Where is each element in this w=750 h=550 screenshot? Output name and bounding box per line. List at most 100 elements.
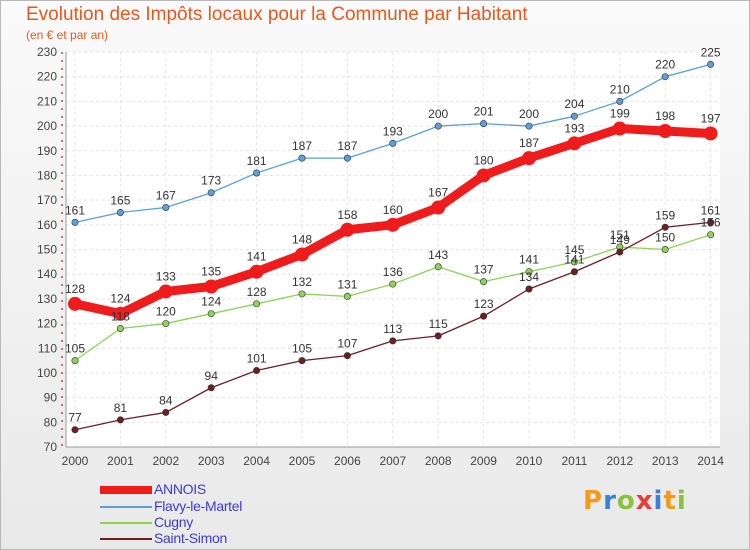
data-label: 105 bbox=[65, 342, 85, 356]
data-label: 167 bbox=[428, 186, 448, 200]
data-point bbox=[703, 126, 718, 141]
data-point bbox=[162, 204, 170, 212]
data-label: 141 bbox=[564, 253, 584, 267]
y-tick-label: 100 bbox=[37, 366, 57, 380]
data-point bbox=[162, 320, 170, 328]
y-tick-label: 130 bbox=[37, 292, 57, 306]
data-point bbox=[116, 324, 124, 332]
data-label: 156 bbox=[701, 216, 721, 230]
data-point bbox=[661, 223, 669, 231]
chart-series bbox=[68, 60, 718, 434]
data-label: 187 bbox=[337, 139, 357, 153]
legend-label-saint-simon: Saint-Simon bbox=[154, 530, 227, 546]
x-tick-label: 2011 bbox=[561, 454, 587, 468]
data-point bbox=[480, 120, 488, 128]
legend-swatch-annois bbox=[100, 486, 152, 494]
y-tick-label: 190 bbox=[37, 144, 57, 158]
data-point bbox=[116, 416, 124, 424]
data-point bbox=[385, 217, 400, 232]
data-point bbox=[570, 268, 578, 276]
legend-label-cugny: Cugny bbox=[154, 514, 193, 530]
logo-letter: i bbox=[653, 486, 664, 516]
x-tick-label: 2007 bbox=[379, 454, 406, 468]
data-point bbox=[389, 337, 397, 345]
data-label: 150 bbox=[655, 231, 675, 245]
data-point bbox=[71, 218, 79, 226]
data-label: 113 bbox=[383, 322, 402, 336]
data-point bbox=[570, 258, 578, 266]
legend-swatch-cugny bbox=[100, 522, 152, 524]
data-point bbox=[434, 122, 442, 130]
data-label: 115 bbox=[429, 317, 448, 331]
data-point bbox=[707, 218, 715, 226]
data-label: 158 bbox=[337, 208, 357, 222]
data-label: 143 bbox=[428, 248, 448, 262]
data-point bbox=[71, 357, 79, 365]
data-point bbox=[658, 124, 673, 138]
y-tick-label: 70 bbox=[44, 440, 58, 454]
data-point bbox=[707, 231, 715, 239]
data-label: 187 bbox=[519, 136, 539, 150]
logo-letter: o bbox=[616, 486, 636, 516]
data-point bbox=[525, 122, 533, 130]
data-point bbox=[480, 278, 488, 286]
data-label: 220 bbox=[655, 58, 675, 72]
data-label: 181 bbox=[247, 154, 267, 168]
legend-swatch-flavy-le-martel bbox=[100, 506, 152, 508]
chart-axes: 7080901001101201301401501601701801902002… bbox=[37, 45, 724, 468]
data-point bbox=[661, 73, 669, 81]
data-point bbox=[249, 264, 264, 279]
data-point bbox=[570, 112, 578, 120]
data-point bbox=[207, 189, 215, 197]
data-label: 187 bbox=[292, 139, 312, 153]
data-label: 84 bbox=[159, 393, 173, 407]
data-label: 145 bbox=[564, 243, 584, 257]
data-label: 141 bbox=[519, 253, 539, 267]
data-point bbox=[707, 60, 715, 68]
data-label: 198 bbox=[655, 109, 675, 123]
y-tick-label: 230 bbox=[37, 45, 57, 59]
data-label: 81 bbox=[114, 401, 128, 415]
data-label: 132 bbox=[292, 275, 312, 289]
data-label: 141 bbox=[247, 250, 267, 264]
data-label: 124 bbox=[201, 295, 221, 309]
data-point bbox=[616, 248, 624, 256]
data-point bbox=[298, 154, 306, 162]
legend-swatch-saint-simon bbox=[100, 538, 152, 540]
data-label: 173 bbox=[201, 174, 221, 188]
data-point bbox=[525, 268, 533, 276]
data-point bbox=[616, 97, 624, 105]
x-tick-label: 2009 bbox=[470, 454, 497, 468]
chart-title: Evolution des Impôts locaux pour la Comm… bbox=[26, 4, 528, 25]
data-label: 107 bbox=[337, 337, 357, 351]
data-label: 200 bbox=[519, 107, 539, 121]
y-tick-label: 120 bbox=[37, 317, 57, 331]
data-point bbox=[567, 136, 582, 151]
data-point bbox=[661, 246, 669, 254]
x-tick-label: 2006 bbox=[334, 454, 361, 468]
data-point bbox=[612, 121, 627, 136]
x-tick-label: 2000 bbox=[62, 454, 89, 468]
data-point bbox=[389, 280, 397, 288]
data-point bbox=[476, 168, 491, 183]
data-label: 120 bbox=[156, 305, 176, 319]
y-tick-label: 170 bbox=[37, 193, 57, 207]
y-tick-label: 150 bbox=[37, 243, 57, 257]
y-tick-label: 210 bbox=[37, 94, 57, 108]
data-point bbox=[480, 312, 488, 320]
data-point bbox=[431, 200, 446, 215]
data-label: 124 bbox=[110, 292, 130, 306]
data-point bbox=[295, 247, 309, 262]
data-point bbox=[113, 306, 128, 321]
data-point bbox=[343, 352, 351, 360]
x-tick-label: 2002 bbox=[152, 454, 179, 468]
proxiti-logo: Proxiti bbox=[583, 486, 687, 516]
data-point bbox=[158, 284, 173, 299]
data-label: 118 bbox=[111, 310, 130, 324]
x-tick-label: 2001 bbox=[107, 454, 134, 468]
x-tick-label: 2010 bbox=[516, 454, 543, 468]
data-label: 167 bbox=[156, 189, 176, 203]
data-point bbox=[204, 279, 219, 294]
data-label: 200 bbox=[428, 107, 448, 121]
data-point bbox=[116, 208, 124, 216]
